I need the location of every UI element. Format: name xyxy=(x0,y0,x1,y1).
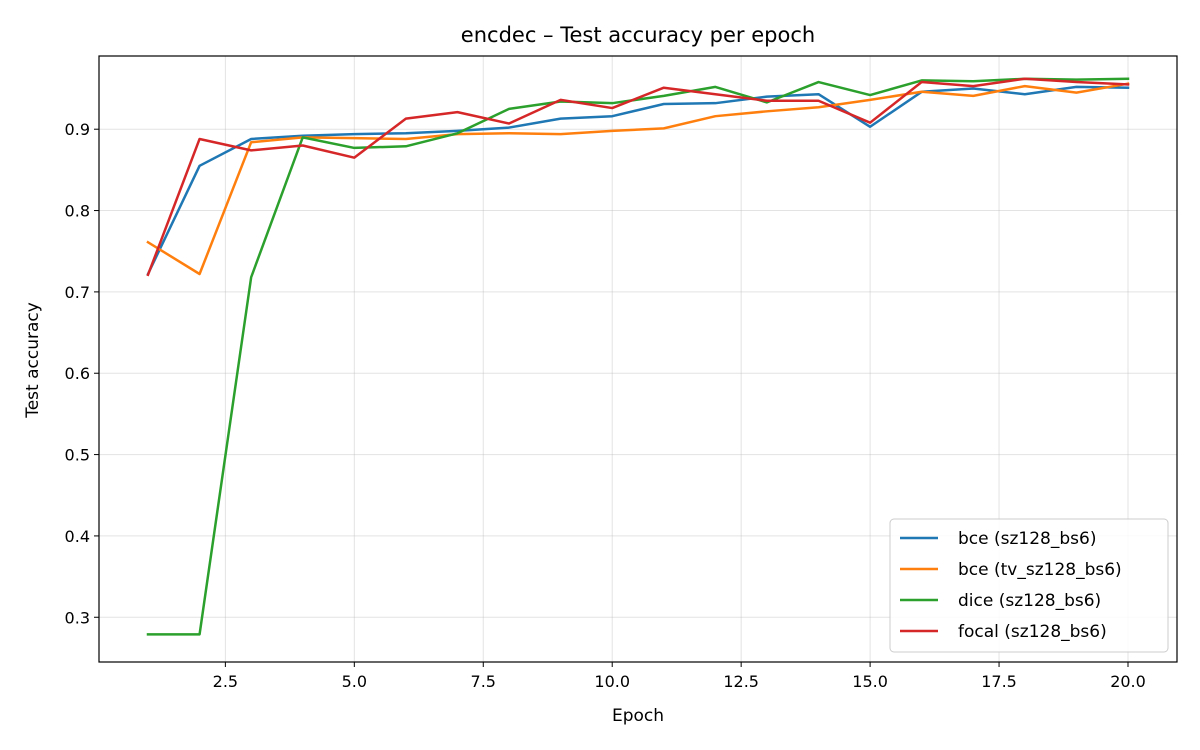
x-tick-label: 2.5 xyxy=(213,672,238,691)
y-tick-label: 0.9 xyxy=(65,120,90,139)
x-tick-label: 20.0 xyxy=(1110,672,1146,691)
series-line-0 xyxy=(146,85,1130,276)
axis-ticks: 2.5 5.0 7.5 10.0 12.5 15.0 17.5 20.0 0.3 0.4 0.5 0.… xyxy=(65,120,1146,691)
chart-title: encdec – Test accuracy per epoch xyxy=(461,23,815,47)
y-tick-label: 0.6 xyxy=(65,364,90,383)
plot-frame xyxy=(98,55,1178,663)
y-tick-label: 0.5 xyxy=(65,446,90,465)
y-tick-label: 0.7 xyxy=(65,283,90,302)
legend-label: bce (tv_sz128_bs6) xyxy=(958,560,1122,580)
series-line-2 xyxy=(146,77,1130,636)
y-tick-label: 0.3 xyxy=(65,608,90,627)
x-tick-label: 12.5 xyxy=(723,672,759,691)
x-tick-label: 17.5 xyxy=(981,672,1017,691)
series-line-3 xyxy=(146,77,1130,277)
y-axis-label: Test accuracy xyxy=(23,302,43,419)
legend-box xyxy=(889,518,1169,653)
x-tick-label: 10.0 xyxy=(594,672,630,691)
x-tick-label: 15.0 xyxy=(852,672,888,691)
legend-label: focal (sz128_bs6) xyxy=(958,622,1107,642)
series-lines xyxy=(146,77,1130,636)
y-tick-label: 0.8 xyxy=(65,202,90,221)
legend: bce (sz128_bs6)bce (tv_sz128_bs6)dice (s… xyxy=(889,518,1169,653)
y-tick-label: 0.4 xyxy=(65,527,90,546)
legend-label: bce (sz128_bs6) xyxy=(958,529,1096,549)
x-tick-label: 7.5 xyxy=(471,672,496,691)
x-tick-label: 5.0 xyxy=(342,672,367,691)
series-line-1 xyxy=(146,82,1130,276)
legend-label: dice (sz128_bs6) xyxy=(958,591,1101,611)
x-axis-label: Epoch xyxy=(612,706,664,726)
